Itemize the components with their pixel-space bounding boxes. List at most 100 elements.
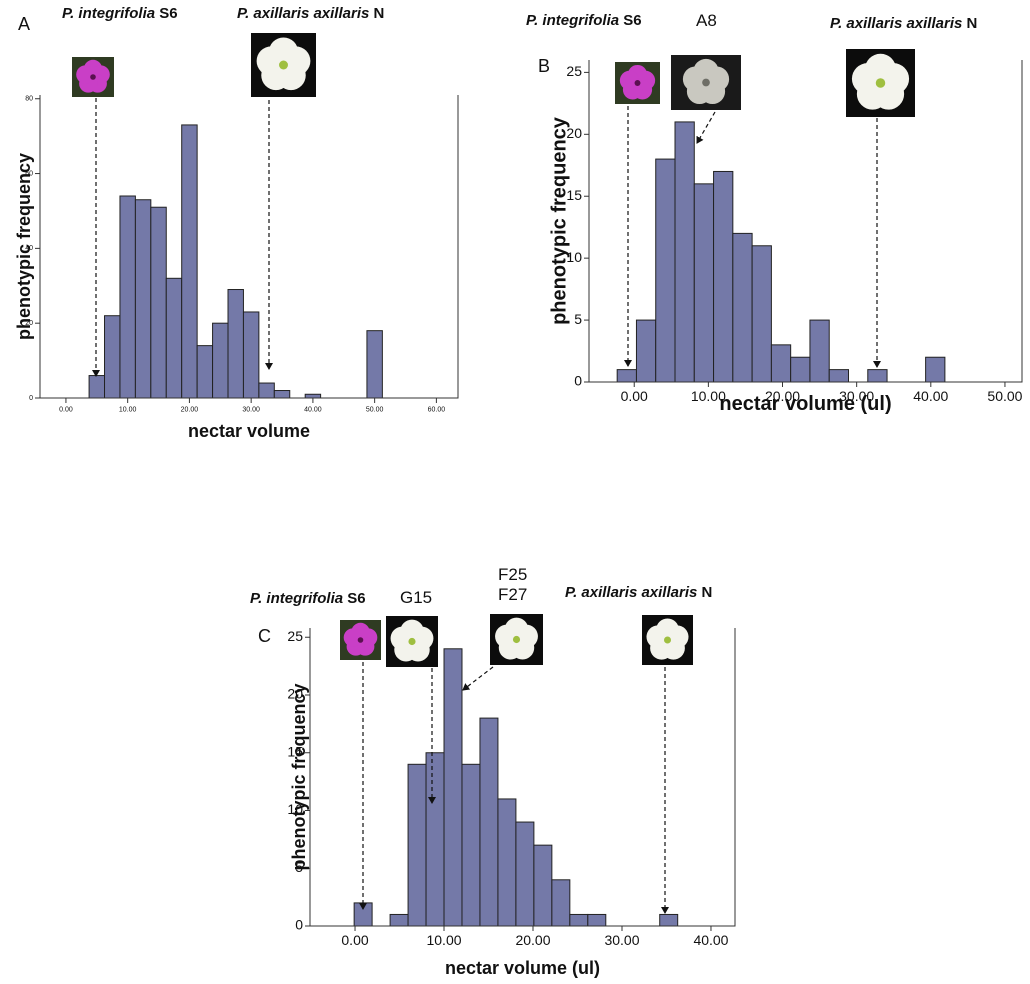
x-tick-label: 10.00 <box>691 388 726 404</box>
bar <box>212 322 229 399</box>
bar <box>809 319 830 383</box>
bar <box>479 717 499 927</box>
bar <box>551 879 571 927</box>
species-name: P. integrifolia <box>250 590 343 607</box>
flower-petal <box>646 625 670 649</box>
panel-letter: A <box>18 14 30 34</box>
bar <box>150 206 167 399</box>
annotation: A8 <box>671 11 741 144</box>
flower-petal <box>682 66 709 92</box>
panel-letter: C <box>258 626 271 646</box>
bar <box>258 382 275 399</box>
y-tick-label: 80 <box>25 96 33 103</box>
y-tick-label: 0 <box>295 917 303 933</box>
x-tick-label: 30.00 <box>839 388 874 404</box>
bar <box>828 369 850 383</box>
bar <box>790 356 811 383</box>
x-tick-label: 0.00 <box>59 407 73 414</box>
species-name: P. axillaris axillaris <box>830 15 962 32</box>
panel: 0 5 10 15 20 25 0.00 10.00 20.00 30.00 40.00 nectar… <box>250 565 736 978</box>
accession-code: S6 <box>347 590 365 607</box>
bar <box>674 121 695 383</box>
species-name: P. axillaris axillaris <box>565 584 697 601</box>
y-tick-label: 5 <box>295 859 303 875</box>
bar <box>497 798 517 927</box>
bar <box>569 913 589 927</box>
y-tick-label: 20 <box>25 320 33 327</box>
x-tick-label: 20.00 <box>765 388 800 404</box>
y-tick-label: 0 <box>574 373 582 389</box>
annotation: G15 <box>386 588 438 804</box>
annotation-label: P. axillaris axillaris N <box>565 584 712 601</box>
bar <box>181 124 198 399</box>
y-axis-label: phenotypic frequency <box>14 153 34 340</box>
y-tick-label: 25 <box>566 63 582 79</box>
x-tick-label: 0.00 <box>341 932 368 948</box>
bar <box>134 199 152 399</box>
bar <box>925 356 946 383</box>
x-axis-label: nectar volume (ul) <box>719 393 891 415</box>
bar <box>635 319 657 383</box>
annotation-label: P. axillaris axillaris N <box>237 5 384 22</box>
panel: 0 20 40 60 80 0.00 10.00 20.00 30.00 40.00 50.00 60… <box>14 5 459 441</box>
accession-code: N <box>374 5 385 22</box>
flower-center <box>279 60 288 70</box>
y-tick-label: 20 <box>287 686 303 702</box>
annotation-arrow <box>696 111 716 144</box>
annotation: P. integrifolia S6 <box>526 12 660 367</box>
bar <box>713 170 734 383</box>
bar <box>366 330 383 399</box>
panel-letter: B <box>538 56 550 76</box>
flower-center <box>357 637 364 643</box>
bar <box>616 369 637 383</box>
bar <box>751 245 772 383</box>
annotation-label: P. axillaris axillaris N <box>830 15 977 32</box>
x-tick-label: 50.00 <box>987 388 1022 404</box>
flower-center <box>875 78 886 88</box>
bar <box>389 913 409 927</box>
bar <box>304 393 322 399</box>
bar <box>119 195 136 399</box>
panel: 0 5 10 15 20 25 0.00 10.00 20.00 30.00 40.00 50.00 n… <box>526 11 1023 415</box>
y-tick-label: 5 <box>574 311 582 327</box>
bar <box>273 390 291 399</box>
y-axis-label: phenotypic frequency <box>548 116 570 325</box>
x-tick-label: 40.00 <box>693 932 728 948</box>
flower-center <box>90 74 96 80</box>
annotation: P. axillaris axillaris N <box>565 584 712 914</box>
y-tick-label: 10 <box>287 801 303 817</box>
y-tick-label: 10 <box>566 249 582 265</box>
annotation: P. integrifolia S6 <box>62 5 178 377</box>
x-tick-label: 40.00 <box>913 388 948 404</box>
flower-petal <box>390 626 415 651</box>
annotation-label: P. integrifolia S6 <box>526 12 642 29</box>
flower-petal <box>343 628 363 647</box>
bar <box>533 844 553 927</box>
x-tick-label: 0.00 <box>621 388 648 404</box>
x-axis-label: nectar volume <box>188 421 310 441</box>
x-tick-label: 60.00 <box>428 407 446 414</box>
axis-frame <box>39 95 459 399</box>
accession-code: N <box>702 584 713 601</box>
accession-code: N <box>967 15 978 32</box>
x-tick-label: 10.00 <box>426 932 461 948</box>
flower-petal <box>851 63 884 95</box>
y-tick-label: 20 <box>566 125 582 141</box>
y-tick-label: 25 <box>287 628 303 644</box>
y-axis-label: phenotypic frequency <box>289 683 309 870</box>
bar <box>165 277 183 399</box>
flower-petal <box>256 46 287 76</box>
y-tick-label: 0 <box>29 395 33 402</box>
x-tick-label: 20.00 <box>515 932 550 948</box>
bar <box>655 158 676 383</box>
species-name: P. axillaris axillaris <box>237 5 369 22</box>
bar <box>770 344 792 383</box>
annotation: P. axillaris axillaris N <box>237 5 384 370</box>
bar <box>867 369 888 383</box>
bar <box>443 648 463 927</box>
annotation: P. axillaris axillaris N <box>830 15 977 368</box>
y-tick-label: 60 <box>25 170 33 177</box>
axis-frame <box>588 60 1023 383</box>
bar <box>461 763 481 927</box>
